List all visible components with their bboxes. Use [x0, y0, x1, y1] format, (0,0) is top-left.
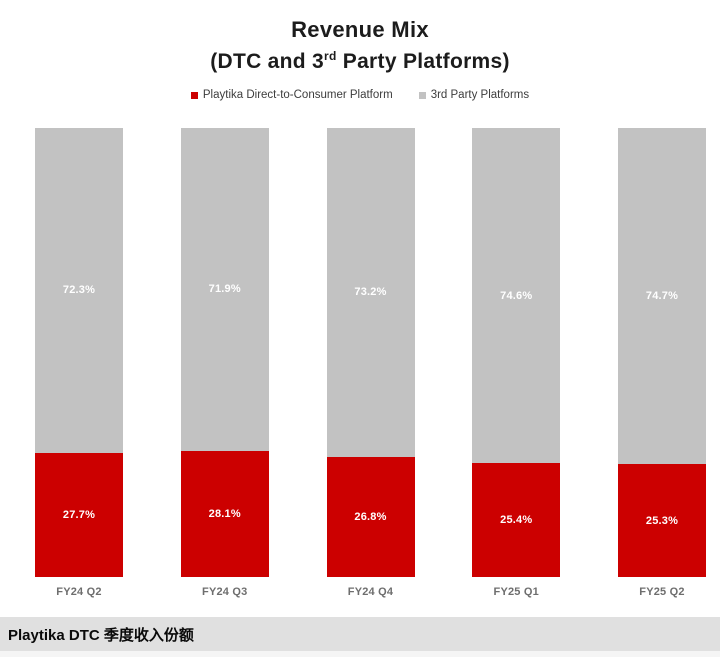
- dtc-segment: 25.4%: [472, 463, 561, 578]
- legend-label-third-party: 3rd Party Platforms: [430, 89, 530, 102]
- bar-column: 71.9% 28.1% FY24 Q3: [180, 127, 269, 598]
- chart-subtitle-superscript: rd: [324, 49, 337, 63]
- caption-bar: Playtika DTC 季度收入份额: [0, 617, 720, 652]
- category-label: FY25 Q2: [639, 586, 685, 599]
- segment-value-label: 27.7%: [62, 509, 96, 522]
- bar-column: 72.3% 27.7% FY24 Q2: [35, 127, 123, 598]
- third-party-legend-swatch-icon: [418, 91, 426, 99]
- dtc-segment: 27.7%: [35, 452, 123, 578]
- segment-value-label: 26.8%: [354, 511, 387, 524]
- segment-value-label: 74.7%: [645, 289, 679, 302]
- segment-value-label: 73.2%: [354, 286, 387, 299]
- chart-subtitle: (DTC and 3rd Party Platforms): [0, 43, 720, 75]
- bar-stack: 74.7% 25.3%: [618, 127, 706, 578]
- segment-value-label: 72.3%: [62, 284, 96, 297]
- bar-column: 73.2% 26.8% FY24 Q4: [326, 127, 415, 598]
- segment-value-label: 71.9%: [208, 283, 241, 296]
- bar-column: 74.7% 25.3% FY25 Q2: [618, 127, 706, 598]
- chart-legend: Playtika Direct-to-Consumer Platform 3rd…: [0, 88, 720, 103]
- legend-item-dtc: Playtika Direct-to-Consumer Platform: [190, 89, 393, 102]
- chart-subtitle-suffix: Party Platforms): [336, 50, 510, 73]
- bar-stack: 71.9% 28.1%: [180, 127, 269, 578]
- chart-title-block: Revenue Mix (DTC and 3rd Party Platforms…: [0, 0, 720, 75]
- bar-stack: 72.3% 27.7%: [35, 127, 123, 578]
- plot-area: 72.3% 27.7% FY24 Q2 71.9% 28.1% FY24 Q3 73.2% 2…: [0, 127, 720, 598]
- segment-value-label: 74.6%: [500, 289, 533, 302]
- category-label: FY24 Q2: [56, 586, 102, 599]
- third-party-segment: 74.6%: [472, 127, 561, 464]
- chart-title: Revenue Mix: [291, 17, 429, 42]
- third-party-segment: 72.3%: [35, 127, 123, 453]
- third-party-segment: 71.9%: [180, 127, 269, 452]
- category-label: FY24 Q3: [202, 586, 248, 599]
- dtc-segment: 28.1%: [180, 451, 269, 578]
- dtc-segment: 25.3%: [618, 463, 706, 578]
- third-party-segment: 74.7%: [618, 127, 706, 464]
- dtc-legend-swatch-icon: [190, 91, 198, 99]
- bar-stack: 74.6% 25.4%: [472, 127, 561, 578]
- category-label: FY24 Q4: [347, 586, 394, 599]
- segment-value-label: 25.4%: [500, 514, 533, 527]
- bar-column: 74.6% 25.4% FY25 Q1: [472, 127, 561, 598]
- chart-subtitle-prefix: (DTC and 3: [210, 50, 325, 73]
- bar-stack: 73.2% 26.8%: [326, 127, 415, 578]
- segment-value-label: 25.3%: [645, 514, 679, 527]
- segment-value-label: 28.1%: [208, 508, 241, 521]
- legend-item-third-party: 3rd Party Platforms: [418, 89, 530, 102]
- third-party-segment: 73.2%: [326, 127, 415, 457]
- legend-label-dtc: Playtika Direct-to-Consumer Platform: [202, 89, 393, 102]
- dtc-segment: 26.8%: [326, 456, 415, 578]
- caption-text: Playtika DTC 季度收入份额: [8, 626, 194, 644]
- bottom-strip: [0, 651, 720, 657]
- category-label: FY25 Q1: [493, 586, 539, 599]
